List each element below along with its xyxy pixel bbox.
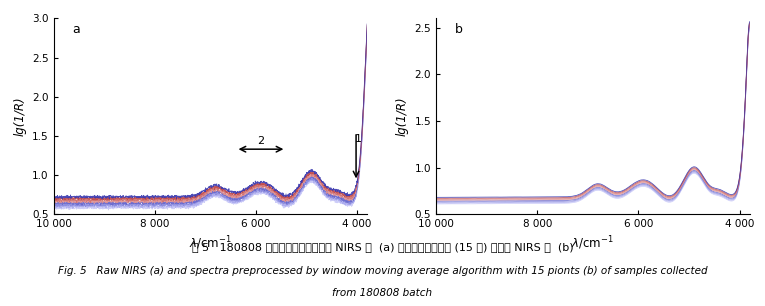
Text: Fig. 5   Raw NIRS (a) and spectra preprocessed by window moving average algorith: Fig. 5 Raw NIRS (a) and spectra preproce… [57,266,708,276]
Text: a: a [73,23,80,36]
Text: 1: 1 [354,133,362,144]
Text: 图 5   180808 批次样品干燥过程原始 NIRS 图  (a) 和经移动窗口平滑 (15 点) 之后的 NIRS 图  (b): 图 5 180808 批次样品干燥过程原始 NIRS 图 (a) 和经移动窗口平… [192,242,573,252]
Y-axis label: lg(1/R): lg(1/R) [396,96,409,136]
X-axis label: $\lambda$/cm$^{-1}$: $\lambda$/cm$^{-1}$ [571,235,614,252]
Text: 2: 2 [257,136,265,146]
X-axis label: $\lambda$/cm$^{-1}$: $\lambda$/cm$^{-1}$ [189,235,232,252]
Text: from 180808 batch: from 180808 batch [333,288,432,298]
Y-axis label: lg(1/R): lg(1/R) [14,96,27,136]
Text: b: b [455,23,463,36]
